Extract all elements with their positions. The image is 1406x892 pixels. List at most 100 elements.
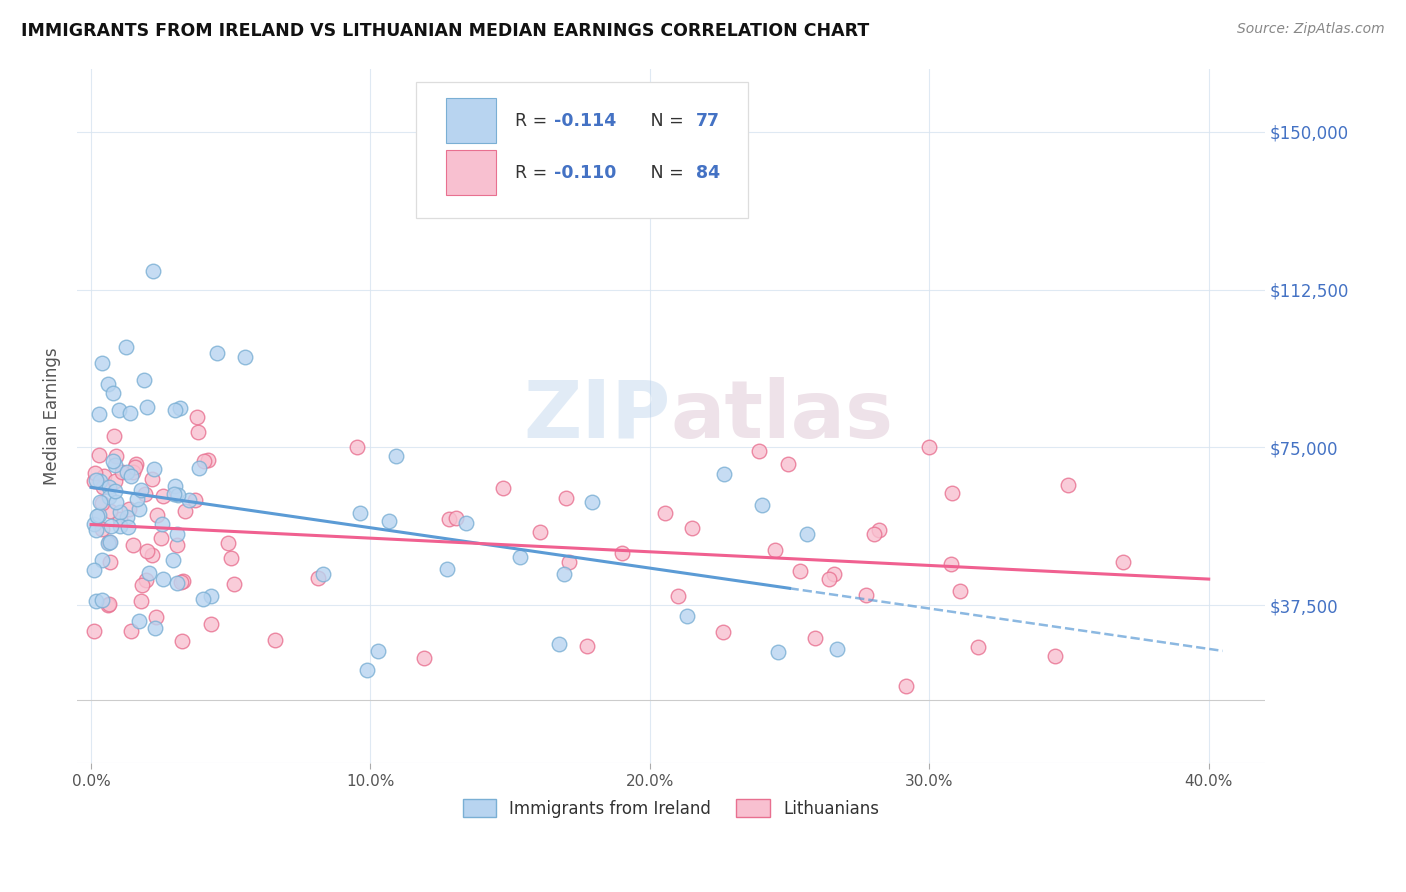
Point (86, 508, 108, 523)
Point (169, 401, 191, 416)
Text: Source: ZipAtlas.com: Source: ZipAtlas.com (1237, 22, 1385, 37)
Point (413, 651, 436, 665)
Text: ZIP: ZIP (523, 376, 671, 455)
Point (166, 488, 188, 502)
Point (862, 527, 884, 541)
Point (307, 571, 329, 585)
Text: N =: N = (634, 112, 689, 129)
Point (205, 346, 228, 360)
Point (437, 512, 460, 526)
Point (529, 525, 551, 540)
Point (200, 589, 222, 603)
Point (124, 460, 146, 475)
Point (172, 574, 194, 589)
Point (967, 640, 990, 654)
Point (97, 490, 120, 504)
Point (166, 527, 188, 541)
Point (125, 457, 148, 471)
Point (581, 495, 603, 509)
Point (346, 441, 368, 455)
Point (349, 506, 371, 520)
Point (217, 536, 239, 550)
Point (575, 639, 598, 653)
Point (120, 624, 142, 639)
Point (104, 474, 127, 488)
Point (162, 553, 184, 567)
Point (89, 408, 111, 422)
Point (128, 501, 150, 516)
Point (110, 505, 132, 519)
Point (184, 492, 207, 507)
Point (796, 527, 818, 541)
Point (166, 575, 188, 590)
Point (150, 516, 173, 531)
Point (117, 465, 139, 479)
Point (941, 486, 963, 500)
Point (666, 589, 689, 603)
Point (103, 385, 125, 400)
Point (492, 481, 515, 495)
Point (509, 549, 531, 564)
Point (129, 483, 152, 497)
Point (766, 645, 789, 659)
Point (83, 564, 105, 578)
Point (103, 428, 125, 442)
Point (191, 592, 214, 607)
Point (187, 425, 209, 440)
Point (91, 592, 114, 607)
Legend: Immigrants from Ireland, Lithuanians: Immigrants from Ireland, Lithuanians (456, 793, 886, 824)
Point (134, 487, 156, 501)
Point (98, 503, 121, 517)
Point (789, 564, 811, 578)
Point (152, 489, 174, 503)
Point (104, 450, 127, 464)
Point (103, 458, 125, 472)
Point (84, 473, 107, 487)
Text: R =: R = (515, 164, 553, 182)
Point (98, 597, 121, 611)
Point (548, 637, 571, 651)
FancyBboxPatch shape (416, 82, 748, 218)
Point (141, 472, 163, 486)
Point (1057, 478, 1080, 492)
Point (222, 577, 245, 591)
Point (610, 545, 633, 559)
Point (163, 487, 186, 501)
Point (141, 548, 163, 562)
Point (804, 631, 827, 645)
Point (114, 340, 136, 354)
Text: atlas: atlas (671, 376, 894, 455)
Point (84, 466, 107, 480)
Point (681, 521, 703, 535)
Point (136, 401, 159, 415)
Point (778, 457, 800, 471)
Point (177, 493, 200, 508)
Point (558, 555, 581, 569)
Point (454, 516, 477, 530)
Point (98, 555, 121, 569)
Point (108, 519, 131, 533)
Point (89, 475, 111, 489)
Point (98, 480, 121, 494)
Point (128, 614, 150, 628)
Point (135, 573, 157, 587)
Text: 77: 77 (696, 112, 720, 129)
Point (104, 484, 127, 499)
Point (122, 538, 145, 552)
Point (145, 609, 167, 624)
Point (446, 511, 468, 525)
Point (751, 498, 773, 512)
Y-axis label: Median Earnings: Median Earnings (44, 347, 60, 484)
Point (108, 402, 131, 417)
Point (186, 410, 208, 425)
Point (100, 518, 122, 533)
Point (97, 377, 120, 392)
Point (146, 508, 169, 523)
Point (311, 566, 333, 581)
Point (91, 480, 114, 494)
Point (1112, 555, 1135, 569)
Point (120, 468, 142, 483)
Point (84, 524, 107, 538)
Point (748, 443, 770, 458)
Point (197, 453, 219, 467)
